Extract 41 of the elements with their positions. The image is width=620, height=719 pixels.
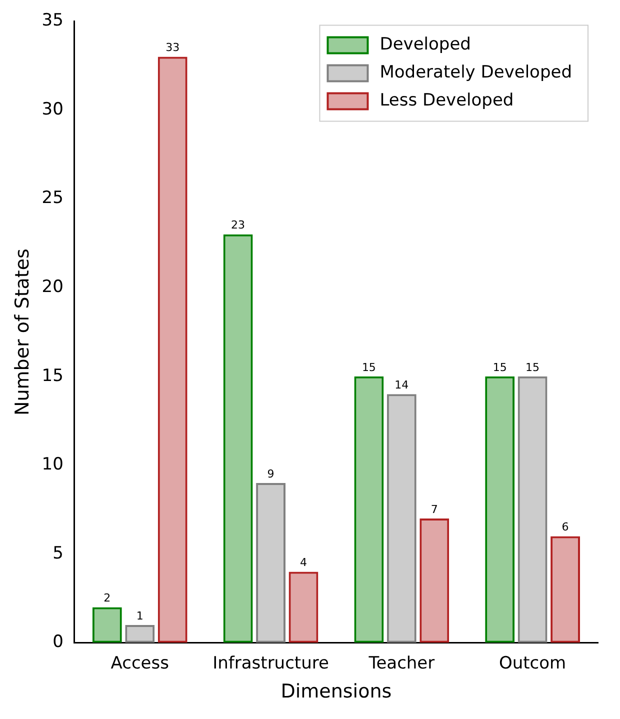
x-tick-label: Access — [110, 653, 170, 674]
legend-label: Developed — [380, 34, 471, 55]
data-label: 15 — [362, 360, 376, 374]
bar — [386, 394, 416, 643]
bar — [125, 625, 155, 643]
legend-label: Moderately Developed — [380, 62, 572, 83]
bar — [354, 376, 384, 643]
data-label: 9 — [267, 467, 274, 480]
y-tick-label: 35 — [42, 10, 64, 31]
y-tick-label: 5 — [52, 543, 64, 564]
bar — [92, 607, 122, 643]
bar — [550, 536, 580, 643]
y-tick-label: 10 — [42, 454, 64, 475]
x-tick-label: Outcom — [498, 653, 566, 674]
x-tick-label: Infrastructure — [212, 653, 329, 674]
bar — [158, 56, 188, 643]
bar — [420, 518, 450, 643]
bar — [223, 234, 253, 643]
x-axis-title: Dimensions — [280, 680, 392, 703]
legend-label: Less Developed — [380, 90, 514, 111]
data-label: 14 — [394, 378, 409, 392]
data-label: 6 — [562, 520, 569, 534]
data-label: 23 — [231, 218, 246, 232]
data-label: 4 — [300, 556, 307, 570]
bar — [485, 376, 515, 643]
y-tick-label: 25 — [42, 188, 64, 208]
x-tick-label: Teacher — [368, 653, 435, 674]
y-tick-label: 15 — [42, 366, 64, 386]
bar — [256, 482, 286, 643]
data-label: 1 — [136, 609, 144, 622]
data-label: 2 — [104, 592, 111, 605]
y-tick-label: 20 — [42, 277, 64, 298]
bar — [288, 572, 318, 643]
bar — [518, 376, 548, 643]
data-label: 33 — [166, 41, 180, 54]
data-label: 15 — [492, 360, 507, 374]
y-tick-label: 0 — [52, 632, 64, 652]
y-tick-label: 30 — [42, 99, 64, 120]
data-label: 7 — [430, 502, 438, 516]
data-label: 15 — [526, 360, 540, 374]
y-axis-title: Number of States — [11, 248, 34, 416]
